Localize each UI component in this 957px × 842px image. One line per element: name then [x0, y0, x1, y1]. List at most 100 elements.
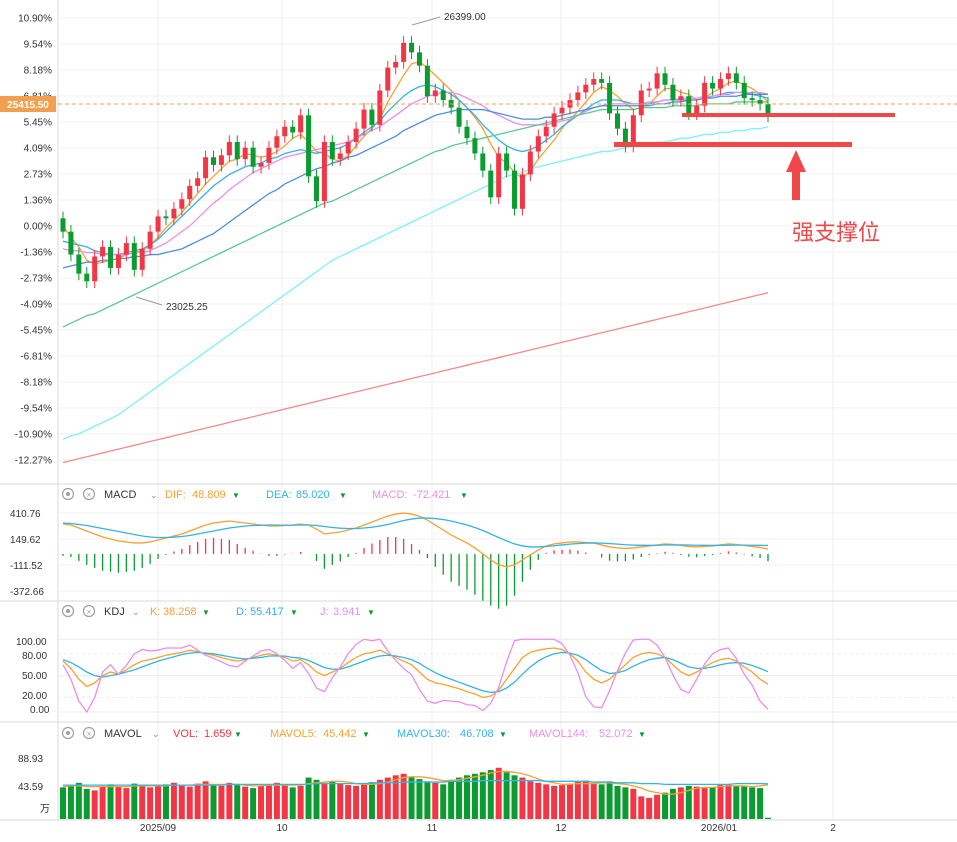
volume-bar — [361, 784, 368, 819]
candle-body — [203, 157, 209, 179]
price-panel — [60, 36, 771, 464]
mavol-panel — [60, 767, 771, 819]
arrow-down-icon: ▼ — [290, 608, 298, 617]
candle-body — [638, 90, 644, 116]
candle-body — [147, 231, 153, 249]
candle-body — [535, 136, 541, 152]
settings-icon-center — [66, 609, 70, 613]
volume-bar — [669, 788, 676, 819]
support-arrow — [786, 150, 806, 200]
close-icon[interactable] — [82, 726, 96, 740]
close-icon-glyph: × — [87, 730, 92, 739]
macd-title: MACD — [104, 489, 136, 501]
candle-body — [678, 96, 684, 101]
kdj-tick: 80.00 — [22, 651, 47, 662]
current-price-badge — [0, 96, 56, 112]
arrow-down-icon: ▼ — [460, 491, 468, 500]
candle-body — [519, 174, 525, 209]
candle-body — [654, 73, 660, 89]
macd-macd-value: -72.421 — [413, 489, 450, 501]
candle-body — [583, 84, 589, 93]
volume-bar — [733, 785, 740, 819]
price-y-tick: 9.54% — [24, 39, 52, 50]
candle-body — [353, 128, 359, 142]
chevron-down-icon[interactable]: ⌄ — [150, 490, 158, 500]
low-label: 23025.25 — [166, 302, 208, 313]
mavol5-value: 45.442 — [323, 728, 357, 740]
volume-bar — [376, 779, 383, 819]
x-tick: 2026/01 — [701, 823, 738, 834]
kdj-panel — [58, 638, 957, 714]
volume-bar — [709, 787, 716, 819]
arrow-down-icon: ▼ — [362, 730, 370, 739]
x-tick: 11 — [427, 823, 438, 834]
close-icon[interactable] — [82, 487, 96, 501]
kdj-d-line — [62, 651, 769, 694]
volume-bar — [226, 782, 233, 819]
volume-bar — [258, 785, 265, 819]
volume-bar — [408, 776, 415, 819]
volume-bar — [83, 788, 90, 819]
candle-body — [274, 136, 280, 148]
volume-bar — [210, 784, 217, 819]
candle-body — [480, 153, 486, 171]
x-tick: 2 — [830, 823, 836, 834]
candle-body — [187, 185, 193, 200]
candle-body — [361, 109, 367, 129]
settings-icon-center — [66, 492, 70, 496]
candle-body — [329, 141, 335, 160]
mavol30-label: MAVOL30: — [397, 728, 450, 740]
volume-bar — [559, 785, 566, 819]
volume-bar — [757, 788, 764, 819]
settings-icon[interactable] — [61, 726, 75, 740]
volume-bar — [91, 790, 98, 819]
volume-bar — [178, 785, 185, 819]
kdj-j-line — [62, 638, 769, 714]
chevron-down-icon[interactable]: ⌄ — [152, 729, 160, 739]
candle-body — [321, 141, 327, 202]
chevron-down-icon[interactable]: ⌄ — [132, 607, 140, 617]
macd-dea-line — [62, 517, 769, 548]
volume-bar — [677, 787, 684, 819]
settings-icon[interactable] — [61, 604, 75, 618]
volume-bar — [123, 788, 130, 819]
ma-line-ma10 — [62, 84, 769, 256]
price-y-tick: -10.90% — [15, 429, 52, 440]
candle-body — [725, 73, 731, 80]
volume-bar — [424, 781, 431, 819]
volume-bar — [218, 785, 225, 819]
candle-body — [670, 84, 676, 101]
volume-bar — [202, 781, 209, 819]
close-icon[interactable] — [82, 604, 96, 618]
volume-bar — [622, 787, 629, 819]
volume-bar — [368, 782, 375, 819]
macd-tick: -372.66 — [10, 587, 44, 598]
candle-body — [163, 216, 169, 219]
price-y-tick: 0.00% — [24, 221, 52, 232]
candle-body — [496, 153, 502, 198]
candle-body — [298, 115, 304, 133]
volume-bar — [432, 782, 439, 819]
volume-bar — [384, 777, 391, 819]
candle-body — [250, 147, 256, 167]
volume-bar — [511, 775, 518, 819]
volume-bar — [471, 773, 478, 819]
candle-body — [440, 90, 446, 101]
volume-bar — [75, 782, 82, 819]
kdj-tick: 20.00 — [22, 691, 47, 702]
volume-bar — [582, 780, 589, 819]
candle-body — [717, 79, 723, 89]
vol-tick: 88.93 — [18, 754, 43, 765]
candle-body — [139, 248, 145, 270]
x-axis: 2025/09 10 11 12 2026/01 2 — [140, 823, 836, 834]
candle-body — [646, 88, 652, 91]
candle-body — [630, 115, 636, 146]
candle-body — [401, 42, 407, 62]
candle-body — [472, 138, 478, 154]
settings-icon[interactable] — [61, 487, 75, 501]
candle-body — [115, 254, 121, 268]
ma-line-ma20 — [62, 91, 769, 256]
candle-body — [416, 52, 422, 66]
volume-bar — [638, 796, 645, 819]
candle-body — [559, 107, 565, 114]
